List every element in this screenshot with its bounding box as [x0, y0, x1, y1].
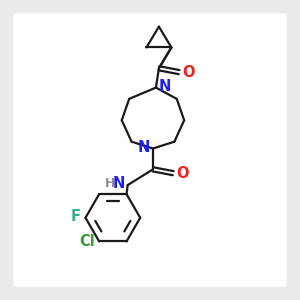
Text: N: N [138, 140, 150, 154]
FancyBboxPatch shape [13, 13, 287, 287]
Text: Cl: Cl [79, 234, 95, 249]
Text: O: O [183, 64, 195, 80]
Text: N: N [113, 176, 125, 191]
Text: N: N [158, 79, 171, 94]
Text: O: O [177, 166, 189, 181]
Text: H: H [105, 177, 115, 190]
Text: F: F [71, 209, 81, 224]
